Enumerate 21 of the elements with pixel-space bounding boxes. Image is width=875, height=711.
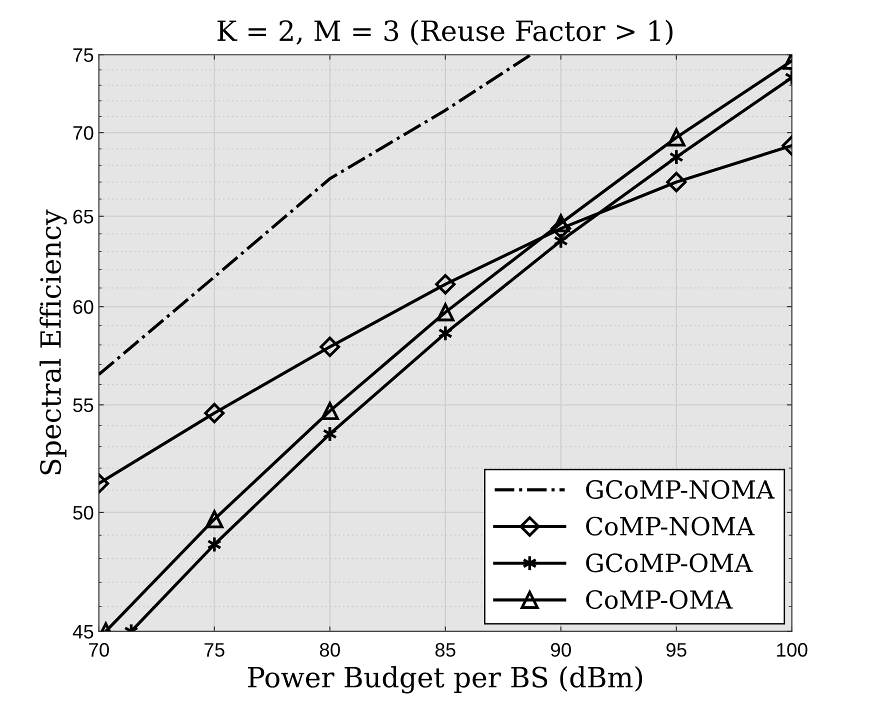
- legend-label: CoMP-OMA: [586, 590, 733, 610]
- y-tick-label: 65: [73, 210, 94, 224]
- x-tick-label: 90: [550, 642, 571, 657]
- x-axis-title: Power Budget per BS (dBm): [248, 666, 642, 694]
- y-tick-label: 75: [73, 48, 94, 62]
- y-tick-label: 50: [73, 506, 94, 520]
- legend-label: GCoMP-OMA: [586, 553, 753, 572]
- y-tick-label: 55: [73, 398, 94, 412]
- legend-label: CoMP-NOMA: [586, 516, 755, 536]
- x-tick-label: 70: [89, 642, 109, 657]
- y-tick-label: 60: [73, 300, 94, 314]
- chart-title: K = 2, M = 3 (Reuse Factor > 1): [218, 20, 672, 46]
- legend-label: GCoMP-NOMA: [586, 480, 775, 499]
- x-tick-label: 75: [204, 643, 224, 657]
- x-tick-label: 85: [435, 642, 456, 657]
- x-tick-label: 95: [666, 642, 686, 657]
- x-tick-label: 80: [320, 642, 340, 657]
- y-tick-label: 45: [72, 625, 94, 639]
- y-axis-title: Spectral Efficiency: [40, 210, 67, 474]
- x-tick-label: 100: [777, 642, 808, 657]
- y-tick-label: 70: [73, 126, 94, 140]
